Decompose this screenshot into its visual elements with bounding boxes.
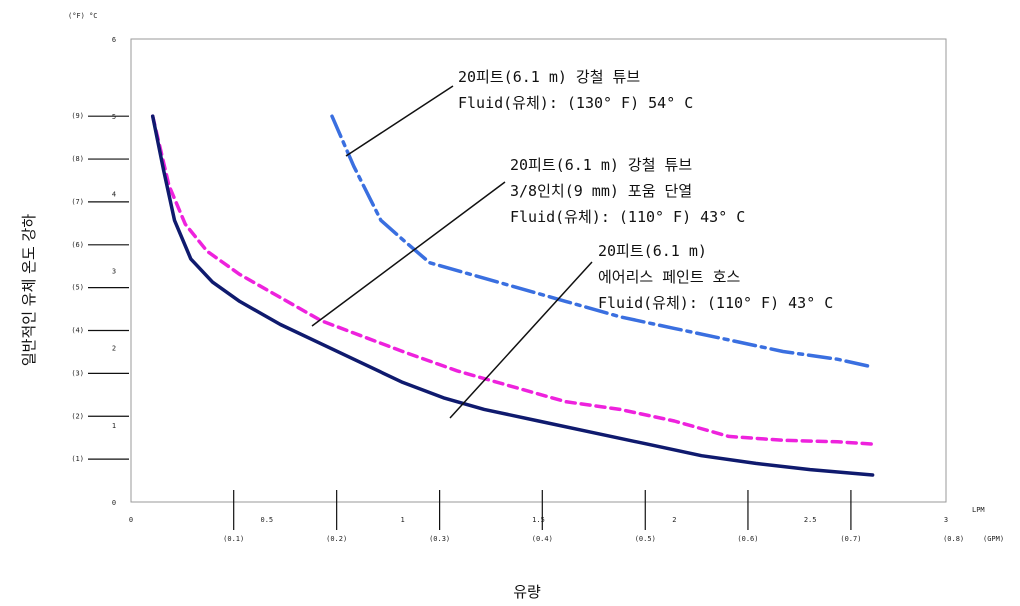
y-tick-label-f: (7) [71, 198, 84, 206]
annotation-1-line-1: 20피트(6.1 m) 강철 튜브 [458, 68, 640, 86]
annotation-2-line-3: Fluid(유체): (110° F) 43° C [510, 208, 745, 226]
annotation-1-line-2: Fluid(유체): (130° F) 54° C [458, 94, 693, 112]
x-tick-label-gpm: (0.8) [943, 535, 964, 543]
annotation-3-line-2: 에어리스 페인트 호스 [598, 268, 740, 286]
y-tick-label-f: (5) [71, 284, 84, 292]
annotations: 20피트(6.1 m) 강철 튜브 Fluid(유체): (130° F) 54°… [458, 68, 833, 312]
y-axis-ticks-fahrenheit: (1) (2) (3) (4) (5) (6) (7) (8) (9) [71, 112, 129, 463]
y-tick-label-c: 6 [112, 36, 116, 44]
y-tick-label-c: 4 [112, 190, 116, 198]
x-tick-label-gpm: (0.4) [532, 535, 553, 543]
y-tick-label-c: 2 [112, 345, 116, 353]
x-tick-label-gpm: (0.5) [635, 535, 656, 543]
plot-frame [130, 38, 947, 503]
y-tick-label-c: 5 [112, 113, 116, 121]
series-line-1 [330, 114, 875, 369]
annotation-leader-3 [449, 261, 593, 419]
x-tick-label-lpm: 1.5 [532, 516, 545, 524]
series-layer [150, 114, 875, 477]
x-tick-label-gpm: (0.6) [737, 535, 758, 543]
annotation-leader-2 [311, 181, 506, 327]
y-unit-label: (°F) °C [68, 12, 98, 20]
x-tick-label-lpm: 2.5 [804, 516, 817, 524]
x-tick-label-lpm: 1 [401, 516, 405, 524]
y-axis-ticks-celsius: 0 1 2 3 4 5 6 [112, 36, 116, 507]
y-tick-label-f: (2) [71, 412, 84, 420]
x-axis-ticks-gpm: (0.1) (0.2) (0.3) (0.4) (0.5) (0.6) (0.7) (0.8) [223, 490, 964, 543]
x-axis-title: 유량 [513, 583, 541, 601]
series-line-2 [150, 114, 875, 446]
x-tick-label-lpm: 3 [944, 516, 948, 524]
y-tick-label-f: (4) [71, 327, 84, 335]
annotation-3-line-3: Fluid(유체): (110° F) 43° C [598, 294, 833, 312]
x-tick-label-lpm: 2 [672, 516, 676, 524]
series-line-3 [150, 114, 875, 477]
annotation-leader-1 [345, 85, 454, 157]
y-tick-label-c: 0 [112, 499, 116, 507]
annotation-2-line-2: 3/8인치(9 mm) 포움 단열 [510, 182, 692, 200]
x-unit-primary: LPM [972, 506, 985, 514]
annotation-2-line-1: 20피트(6.1 m) 강철 튜브 [510, 156, 692, 174]
x-tick-label-lpm: 0 [129, 516, 133, 524]
y-axis-title: 일반적인 유체 온도 강하 [20, 214, 38, 367]
x-tick-label-gpm: (0.2) [326, 535, 347, 543]
y-tick-label-f: (1) [71, 455, 84, 463]
y-tick-label-c: 1 [112, 422, 116, 430]
y-tick-label-f: (6) [71, 241, 84, 249]
y-tick-label-f: (3) [71, 369, 84, 377]
y-tick-label-c: 3 [112, 268, 116, 276]
x-axis-ticks-lpm: 0 0.5 1 1.5 2 2.5 3 [129, 516, 948, 524]
y-tick-label-f: (8) [71, 155, 84, 163]
x-tick-label-gpm: (0.1) [223, 535, 244, 543]
x-tick-label-gpm: (0.7) [840, 535, 861, 543]
x-tick-label-gpm: (0.3) [429, 535, 450, 543]
y-tick-label-f: (9) [71, 112, 84, 120]
x-unit-secondary: (GPM) [983, 535, 1004, 543]
x-tick-label-lpm: 0.5 [261, 516, 274, 524]
annotation-leaders [311, 85, 593, 419]
annotation-3-line-1: 20피트(6.1 m) [598, 242, 707, 260]
